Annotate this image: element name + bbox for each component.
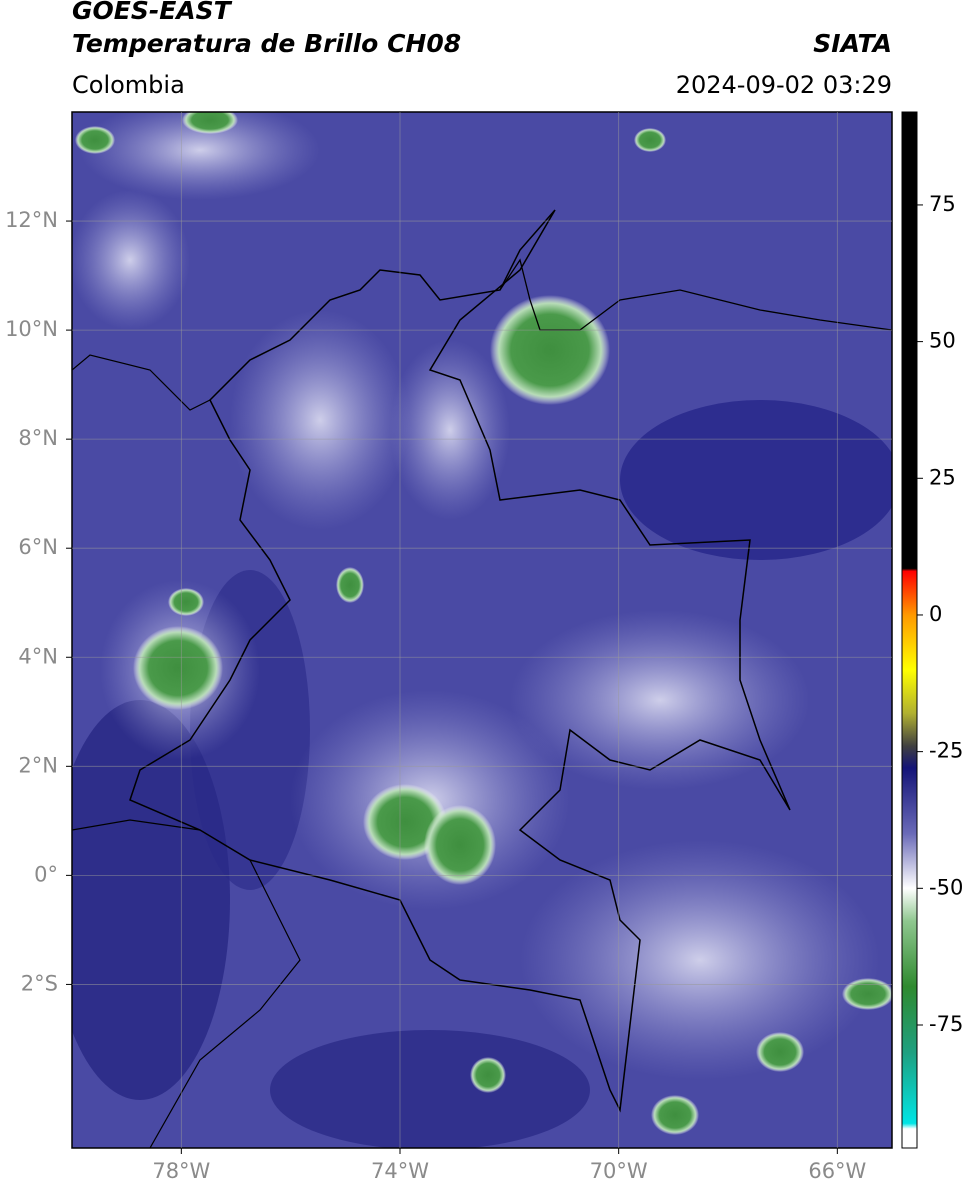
colorbar-tick-label: 25 <box>929 465 956 489</box>
y-tick-label: 0° <box>34 862 58 886</box>
y-tick-label: 4°N <box>18 644 58 668</box>
title: GOES-EAST <box>72 0 233 25</box>
colorbar-tick-label: -50 <box>929 875 963 899</box>
x-tick-label: 74°W <box>371 1159 429 1183</box>
colorbar: 75 50 25 0 -25 -50 -75 <box>901 111 963 1149</box>
colorbar-tick-label: -75 <box>929 1012 963 1036</box>
y-tick-label: 8°N <box>18 426 58 450</box>
colorbar-tick-label: -25 <box>929 739 963 763</box>
subtitle: Temperatura de Brillo CH08 <box>72 29 461 58</box>
y-tick-label: 12°N <box>5 208 58 232</box>
colorbar-bar <box>901 111 918 1149</box>
y-tick-label: 2°S <box>21 971 58 995</box>
colorbar-tick-label: 0 <box>929 602 942 626</box>
y-tick-label: 6°N <box>18 535 58 559</box>
y-tick-label: 2°N <box>18 753 58 777</box>
colorbar-tick-label: 50 <box>929 329 956 353</box>
map-frame <box>71 111 893 1149</box>
y-tick-label: 10°N <box>5 317 58 341</box>
source: SIATA <box>813 29 892 58</box>
region: Colombia <box>72 71 185 99</box>
satellite-image <box>72 112 892 1148</box>
x-tick-label: 70°W <box>590 1159 648 1183</box>
timestamp: 2024-09-02 03:29 <box>676 71 892 99</box>
x-tick-label: 78°W <box>152 1159 210 1183</box>
x-tick-label: 66°W <box>808 1159 866 1183</box>
colorbar-tick-label: 75 <box>929 192 956 216</box>
